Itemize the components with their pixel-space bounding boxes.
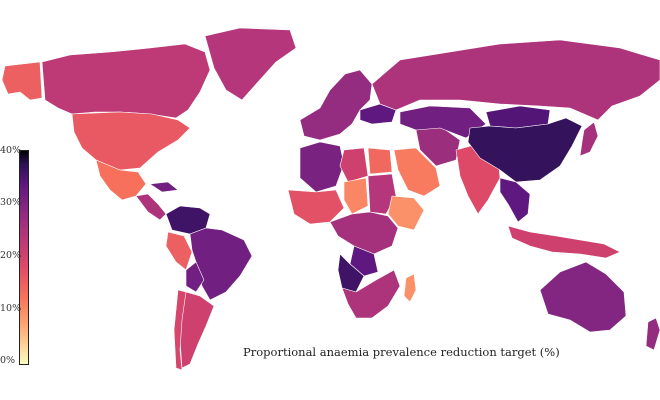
- region-indonesia: [507, 225, 621, 259]
- region-southeast-asia: [499, 177, 531, 223]
- colorbar-legend: 40% 30% 20% 10% 0%: [0, 145, 40, 370]
- region-madagascar: [403, 273, 417, 303]
- region-congo: [349, 245, 379, 277]
- colorbar-gradient: [19, 150, 29, 365]
- region-central-america: [135, 193, 167, 221]
- region-ethiopia: [387, 195, 425, 231]
- region-chad: [343, 177, 369, 215]
- region-libya: [339, 147, 369, 183]
- region-colombia-venezuela: [165, 205, 211, 235]
- region-west-africa: [287, 189, 345, 225]
- region-cuba: [149, 181, 179, 193]
- region-china: [467, 117, 583, 183]
- colorbar-tick-40: 40%: [0, 145, 22, 156]
- region-new-zealand: [645, 317, 660, 351]
- region-japan: [579, 121, 599, 157]
- colorbar-caption: Proportional anaemia prevalence reductio…: [243, 345, 560, 359]
- region-russia: [371, 39, 660, 121]
- region-peru: [165, 231, 193, 271]
- region-arabia: [393, 147, 441, 197]
- colorbar-tick-30: 30%: [0, 197, 22, 208]
- region-australia: [539, 261, 627, 333]
- colorbar-tick-20: 20%: [0, 250, 22, 261]
- colorbar-tick-0: 0%: [0, 355, 16, 366]
- region-canada: [41, 43, 211, 119]
- region-north-africa: [299, 141, 345, 193]
- region-alaska: [1, 61, 43, 101]
- colorbar-tick-10: 10%: [0, 303, 22, 314]
- region-central-asia: [399, 105, 487, 139]
- region-brazil: [189, 227, 253, 301]
- region-usa: [71, 111, 191, 171]
- region-chile: [173, 289, 187, 371]
- region-bolivia: [185, 261, 205, 293]
- region-egypt: [367, 147, 393, 175]
- region-argentina: [179, 291, 215, 369]
- region-southern-africa: [341, 269, 401, 319]
- region-europe: [299, 69, 373, 141]
- region-greenland: [204, 27, 297, 101]
- region-central-africa: [329, 211, 399, 255]
